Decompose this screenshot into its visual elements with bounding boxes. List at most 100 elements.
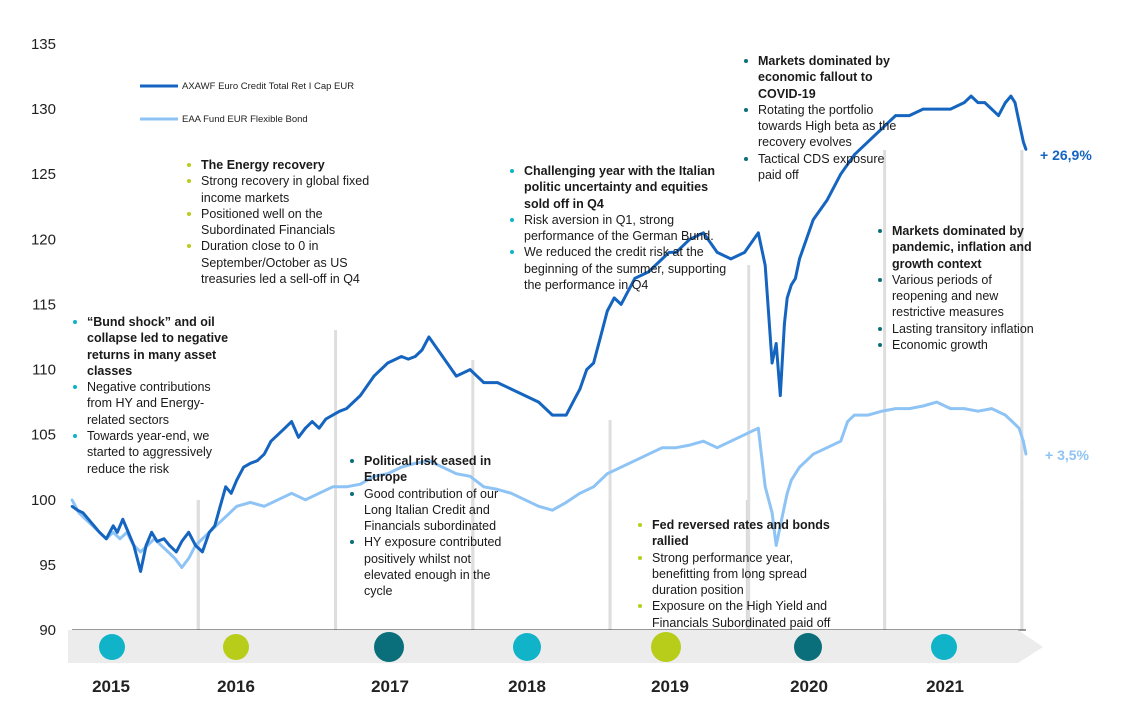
legend-label-axawf: AXAWF Euro Credit Total Ret I Cap EUR (182, 81, 354, 92)
annotation-bullet: Negative contributions from HY and Energ… (70, 379, 230, 428)
annotation-heading: Political risk eased in Europe (347, 453, 512, 486)
data-point (688, 443, 691, 447)
annotation-bullet: Various periods of reopening and new res… (875, 272, 1045, 321)
bullet-dot-icon (878, 277, 882, 282)
data-point (441, 355, 444, 358)
data-point (427, 459, 431, 463)
data-point (249, 501, 252, 504)
annotation-bullet: Duration close to 0 in September/October… (184, 238, 372, 287)
y-tick-label: 120 (31, 231, 56, 248)
data-point (551, 413, 554, 417)
data-point (880, 409, 884, 413)
data-point (304, 498, 307, 502)
data-point (132, 544, 136, 547)
data-point (331, 485, 335, 489)
data-point (935, 400, 939, 404)
data-point (853, 413, 856, 417)
y-tick-label: 90 (39, 622, 56, 639)
annotation-text: Markets dominated by economic fallout to… (758, 54, 890, 101)
bullet-dot-icon (744, 156, 748, 161)
data-point (98, 531, 101, 534)
y-axis: 90 95 100 105 110 115 120 125 130 135 (31, 36, 56, 639)
data-point (213, 524, 217, 528)
data-point (908, 407, 911, 410)
annotation-energy-recovery: The Energy recovery Strong recovery in gl… (184, 157, 372, 287)
annotation-text: The Energy recovery (201, 158, 325, 172)
data-point (455, 472, 458, 476)
data-point (121, 518, 125, 521)
data-point (785, 492, 789, 495)
data-point (779, 394, 782, 397)
annotation-bullet: Rotating the portfolio towards High beta… (741, 102, 911, 151)
annotation-bullet: Good contribution of our Long Italian Cr… (347, 486, 512, 535)
annotation-heading: Markets dominated by economic fallout to… (741, 53, 911, 102)
data-point (297, 436, 300, 439)
data-point (116, 531, 119, 534)
bullet-dot-icon (510, 250, 514, 255)
data-point (564, 501, 568, 504)
data-point (715, 446, 719, 450)
bullet-dot-icon (510, 217, 514, 222)
data-point (949, 407, 952, 410)
data-point (935, 107, 939, 111)
timeline-arrow: 2015 2016 2017 2018 2019 2020 2021 (68, 630, 1043, 696)
data-point (811, 452, 815, 456)
annotation-text: Negative contributions from HY and Energ… (87, 380, 211, 427)
annotation-text: HY exposure contributed positively whils… (364, 535, 502, 599)
data-point (187, 531, 190, 534)
annotation-text: Challenging year with the Italian politi… (524, 164, 716, 211)
data-point (166, 550, 170, 554)
data-point (866, 413, 870, 417)
annotation-text: Rotating the portfolio towards High beta… (758, 102, 897, 150)
bullet-dot-icon (878, 343, 882, 348)
data-point (599, 335, 602, 339)
series-eaa (70, 400, 1028, 569)
timeline-dot (513, 633, 541, 661)
data-point (468, 368, 472, 371)
data-point (990, 107, 993, 111)
data-point (283, 426, 287, 430)
data-point (345, 407, 348, 410)
bullet-dot-icon (744, 107, 748, 112)
data-point (304, 426, 307, 430)
data-point (159, 544, 163, 547)
data-point (908, 114, 911, 117)
annotation-text: Tactical CDS exposure paid off (758, 151, 885, 183)
bullet-dot-icon (638, 604, 642, 609)
data-point (523, 498, 527, 502)
data-point (770, 511, 774, 515)
data-point (790, 478, 793, 482)
bullet-dot-icon (638, 523, 642, 527)
year-label: 2021 (926, 677, 964, 696)
end-labels: + 26,9% + 3,5% (1040, 147, 1092, 463)
year-separators (196, 150, 1024, 630)
data-point (990, 407, 993, 410)
annotation-text: Duration close to 0 in September/October… (201, 239, 360, 287)
annotation-text: Markets dominated by pandemic, inflation… (892, 224, 1032, 271)
data-point (400, 355, 403, 358)
y-tick-label: 130 (31, 101, 56, 118)
data-point (606, 309, 609, 313)
annotation-bullet: Risk aversion in Q1, strong performance … (507, 212, 729, 245)
data-point (633, 459, 637, 463)
data-point (564, 413, 568, 417)
data-point (537, 505, 540, 508)
annotation-fed-reversed: Fed reversed rates and bonds rallied Stro… (635, 517, 845, 631)
data-point (880, 127, 884, 130)
data-point (70, 498, 74, 502)
y-tick-label: 135 (31, 36, 56, 53)
data-point (585, 368, 588, 371)
data-point (262, 452, 266, 456)
bullet-dot-icon (350, 491, 354, 496)
data-point (510, 387, 513, 391)
annotation-text: Lasting transitory inflation (892, 321, 1034, 336)
annotation-text: We reduced the credit risk at the beginn… (524, 245, 727, 293)
annotation-text: Positioned well on the Subordinated Fina… (201, 206, 336, 238)
year-label: 2019 (651, 677, 689, 696)
year-label: 2016 (217, 677, 255, 696)
annotation-text: Risk aversion in Q1, strong performance … (524, 212, 714, 244)
data-point (180, 540, 184, 543)
data-point (317, 426, 321, 430)
annotation-heading: “Bund shock” and oil collapse led to neg… (70, 314, 230, 379)
